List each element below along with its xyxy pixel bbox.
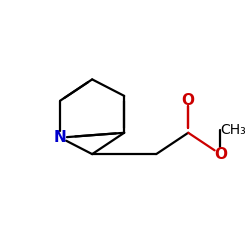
Text: O: O <box>182 93 195 108</box>
Text: O: O <box>214 146 227 162</box>
Text: CH₃: CH₃ <box>220 123 246 137</box>
Text: N: N <box>54 130 66 145</box>
